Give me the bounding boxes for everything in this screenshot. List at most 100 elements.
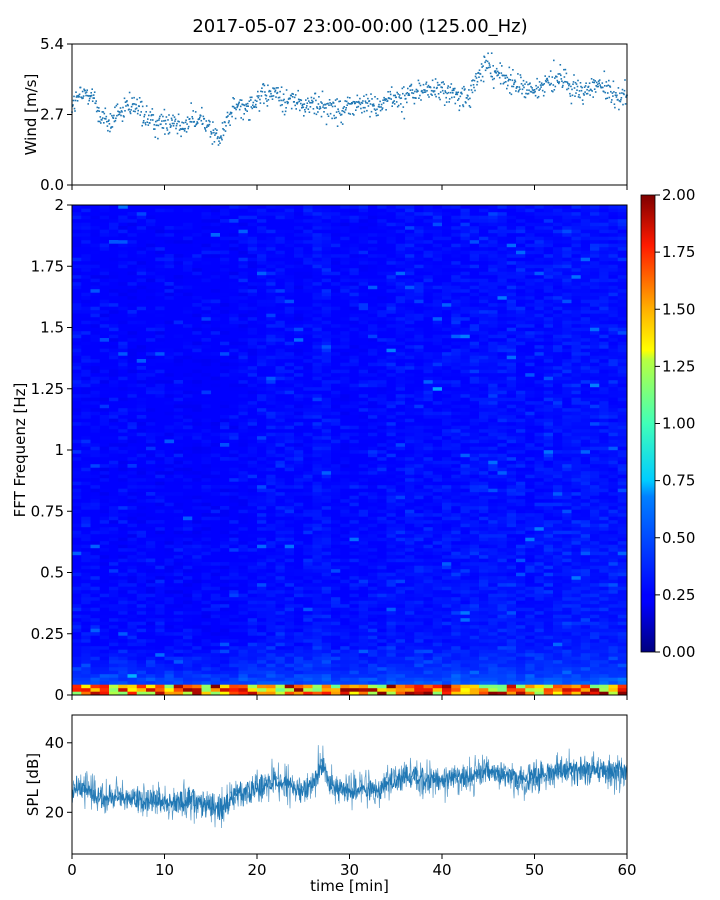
spectrogram-cell — [238, 635, 249, 640]
spectrogram-cell — [173, 572, 184, 577]
spectrogram-cell — [164, 548, 175, 552]
spectrogram-cell — [192, 271, 202, 276]
wind-point — [285, 89, 288, 91]
wind-point — [469, 106, 472, 108]
spectrogram-cell — [303, 275, 313, 279]
spectrogram-cell — [183, 215, 193, 220]
spectrogram-cell — [164, 579, 175, 584]
spectrogram-cell — [81, 222, 91, 227]
spectrogram-cell — [109, 625, 119, 629]
spectrogram-cell — [294, 268, 304, 272]
spectrogram-cell — [266, 453, 276, 458]
wind-point — [180, 128, 183, 130]
spectrogram-cell — [257, 632, 267, 636]
wind-point — [403, 117, 406, 120]
spectrogram-cell — [192, 660, 202, 664]
spectrogram-cell — [321, 467, 332, 472]
spectrogram-cell — [321, 523, 332, 528]
spectrogram-cell — [303, 618, 313, 622]
spectrogram-cell — [321, 285, 332, 290]
spectrogram-cell — [238, 485, 249, 489]
spectrogram-cell — [192, 404, 202, 409]
spectrogram-cell — [155, 226, 165, 230]
wind-point — [291, 96, 294, 98]
spectrogram-cell — [321, 649, 332, 654]
spectrogram-cell — [72, 418, 82, 423]
spectrogram-cell — [321, 646, 332, 650]
spectrogram-cell — [321, 345, 332, 349]
wind-point — [223, 129, 225, 131]
spectrogram-cell — [164, 502, 175, 507]
spectrogram-cell — [275, 646, 286, 650]
spectrogram-cell — [155, 674, 165, 678]
spectrogram-cell — [284, 467, 295, 472]
spectrogram-cell — [331, 688, 341, 692]
spectrogram-cell — [210, 663, 221, 668]
spectrogram-cell — [321, 558, 332, 563]
spectrogram-cell — [275, 264, 286, 269]
wind-point — [597, 80, 600, 82]
spectrogram-cell — [155, 408, 165, 412]
spectrogram-cell — [81, 366, 91, 370]
wind-point — [124, 101, 127, 103]
wind-point — [76, 95, 78, 97]
spectrogram-cell — [136, 296, 147, 300]
wind-point — [617, 98, 619, 101]
spectrogram-cell — [81, 369, 91, 374]
spectrogram-cell — [127, 257, 138, 262]
spectrogram-cell — [81, 492, 91, 496]
spectrogram-cell — [90, 390, 101, 395]
spectrogram-cell — [229, 205, 239, 209]
spectrogram-cell — [183, 345, 193, 349]
spectrogram-cell — [164, 219, 175, 223]
spectrogram-cell — [146, 621, 156, 626]
spectrogram-cell — [257, 446, 267, 451]
spectrogram-cell — [340, 621, 350, 626]
spectrogram-cell — [109, 457, 119, 461]
wind-point — [85, 94, 87, 97]
spectrogram-cell — [183, 632, 193, 636]
wind-point — [134, 108, 137, 110]
spectrogram-cell — [164, 355, 175, 360]
spectrogram-cell — [99, 474, 110, 479]
spectrogram-cell — [238, 684, 249, 689]
spectrogram-cell — [340, 478, 350, 482]
spectrogram-cell — [173, 621, 184, 626]
spectrogram-cell — [99, 551, 110, 556]
spectrogram-cell — [155, 264, 165, 269]
spectrogram-cell — [284, 313, 295, 318]
spectrogram-cell — [146, 411, 156, 416]
spectrogram-cell — [173, 646, 184, 650]
spectrogram-cell — [284, 460, 295, 465]
spectrogram-cell — [321, 247, 332, 251]
wind-point — [80, 96, 83, 99]
wind-point — [179, 124, 181, 127]
spectrogram-cell — [146, 632, 156, 636]
spectrogram-cell — [90, 243, 101, 248]
spectrogram-cell — [321, 667, 332, 671]
spectrogram-cell — [238, 681, 249, 685]
spectrogram-cell — [257, 222, 267, 227]
spectrogram-cell — [109, 523, 119, 528]
spectrogram-cell — [210, 604, 221, 608]
spectrogram-cell — [275, 544, 286, 549]
wind-point — [156, 119, 159, 122]
spectrogram-cell — [173, 422, 184, 426]
spectrogram-cell — [238, 236, 249, 241]
spectrogram-cell — [275, 415, 286, 419]
spectrogram-cell — [155, 341, 165, 346]
spectrogram-cell — [127, 562, 138, 566]
spectrogram-cell — [331, 289, 341, 293]
wind-point — [234, 117, 237, 120]
spectrogram-cell — [72, 404, 82, 409]
wind-point — [418, 97, 420, 99]
spectrogram-cell — [238, 408, 249, 412]
spectrogram-cell — [127, 681, 138, 685]
spectrogram-cell — [275, 348, 286, 353]
spectrogram-cell — [99, 639, 110, 643]
spectrogram-cell — [275, 233, 286, 237]
spectrogram-cell — [155, 331, 165, 335]
spectrogram-cell — [303, 446, 313, 451]
spectrogram-cell — [90, 670, 101, 675]
